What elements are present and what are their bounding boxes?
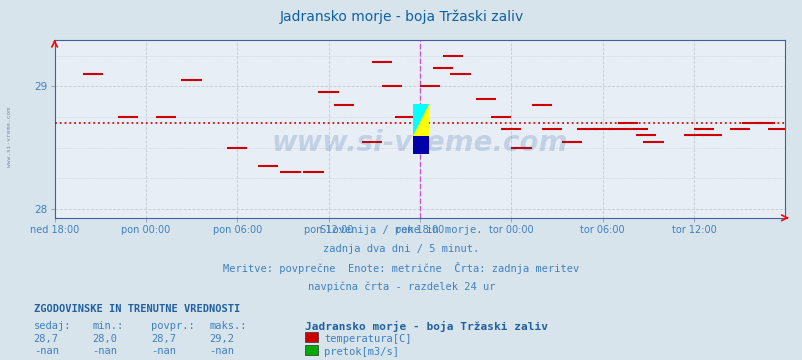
Text: -nan: -nan xyxy=(92,346,117,356)
Text: -nan: -nan xyxy=(209,346,234,356)
Text: www.si-vreme.com: www.si-vreme.com xyxy=(271,129,568,157)
Text: temperatura[C]: temperatura[C] xyxy=(324,334,411,344)
Text: -nan: -nan xyxy=(151,346,176,356)
Text: 29,2: 29,2 xyxy=(209,334,234,344)
Text: zadnja dva dni / 5 minut.: zadnja dva dni / 5 minut. xyxy=(323,244,479,254)
Text: Slovenija / reke in morje.: Slovenija / reke in morje. xyxy=(320,225,482,235)
Text: 28,7: 28,7 xyxy=(151,334,176,344)
Text: 28,0: 28,0 xyxy=(92,334,117,344)
Text: -nan: -nan xyxy=(34,346,59,356)
Text: navpična črta - razdelek 24 ur: navpična črta - razdelek 24 ur xyxy=(307,281,495,292)
Text: Meritve: povprečne  Enote: metrične  Črta: zadnja meritev: Meritve: povprečne Enote: metrične Črta:… xyxy=(223,262,579,274)
Text: min.:: min.: xyxy=(92,321,124,331)
Text: sedaj:: sedaj: xyxy=(34,321,71,331)
Text: www.si-vreme.com: www.si-vreme.com xyxy=(7,107,12,167)
Bar xyxy=(412,104,428,136)
Polygon shape xyxy=(412,104,428,136)
Text: maks.:: maks.: xyxy=(209,321,247,331)
Text: ZGODOVINSKE IN TRENUTNE VREDNOSTI: ZGODOVINSKE IN TRENUTNE VREDNOSTI xyxy=(34,304,240,314)
Text: povpr.:: povpr.: xyxy=(151,321,194,331)
Text: Jadransko morje - boja Tržaski zaliv: Jadransko morje - boja Tržaski zaliv xyxy=(305,321,548,332)
Bar xyxy=(412,136,428,154)
Text: 28,7: 28,7 xyxy=(34,334,59,344)
Text: pretok[m3/s]: pretok[m3/s] xyxy=(324,347,399,357)
Text: Jadransko morje - boja Tržaski zaliv: Jadransko morje - boja Tržaski zaliv xyxy=(279,9,523,23)
